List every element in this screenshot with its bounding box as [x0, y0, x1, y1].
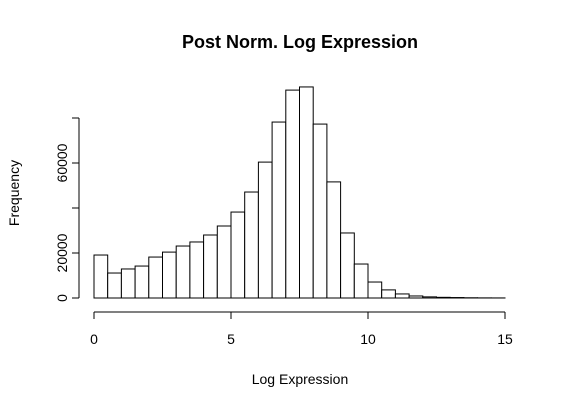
bar — [189, 241, 205, 299]
bar — [353, 263, 369, 299]
bar — [162, 251, 177, 299]
x-tick-label: 15 — [497, 331, 513, 347]
bar — [271, 121, 287, 299]
bar — [408, 295, 424, 299]
y-tick-label: 20000 — [54, 233, 70, 272]
bar — [257, 161, 273, 299]
bar — [216, 225, 232, 299]
bar — [312, 123, 328, 299]
bar — [134, 265, 150, 299]
bar — [436, 296, 451, 299]
bar — [367, 281, 383, 299]
y-tick-label: 60000 — [54, 143, 70, 182]
bar — [175, 245, 191, 299]
bar — [120, 268, 136, 299]
bar — [340, 232, 355, 299]
bar — [244, 191, 259, 299]
bar — [148, 256, 164, 299]
bar — [326, 181, 342, 299]
y-tick-label: 0 — [54, 294, 70, 302]
bar — [299, 86, 314, 299]
bar — [381, 289, 396, 299]
x-axis-label: Log Expression — [252, 371, 349, 387]
y-axis-label: Frequency — [6, 160, 22, 226]
bar — [285, 89, 300, 299]
x-tick-label: 10 — [360, 331, 376, 347]
bar — [107, 272, 122, 299]
bar — [203, 234, 218, 299]
bar — [230, 211, 246, 299]
bar — [422, 296, 437, 299]
bar — [394, 293, 410, 299]
bar — [93, 254, 109, 299]
chart-title: Post Norm. Log Expression — [182, 32, 418, 52]
x-tick-label: 5 — [227, 331, 235, 347]
x-tick-label: 0 — [90, 331, 98, 347]
